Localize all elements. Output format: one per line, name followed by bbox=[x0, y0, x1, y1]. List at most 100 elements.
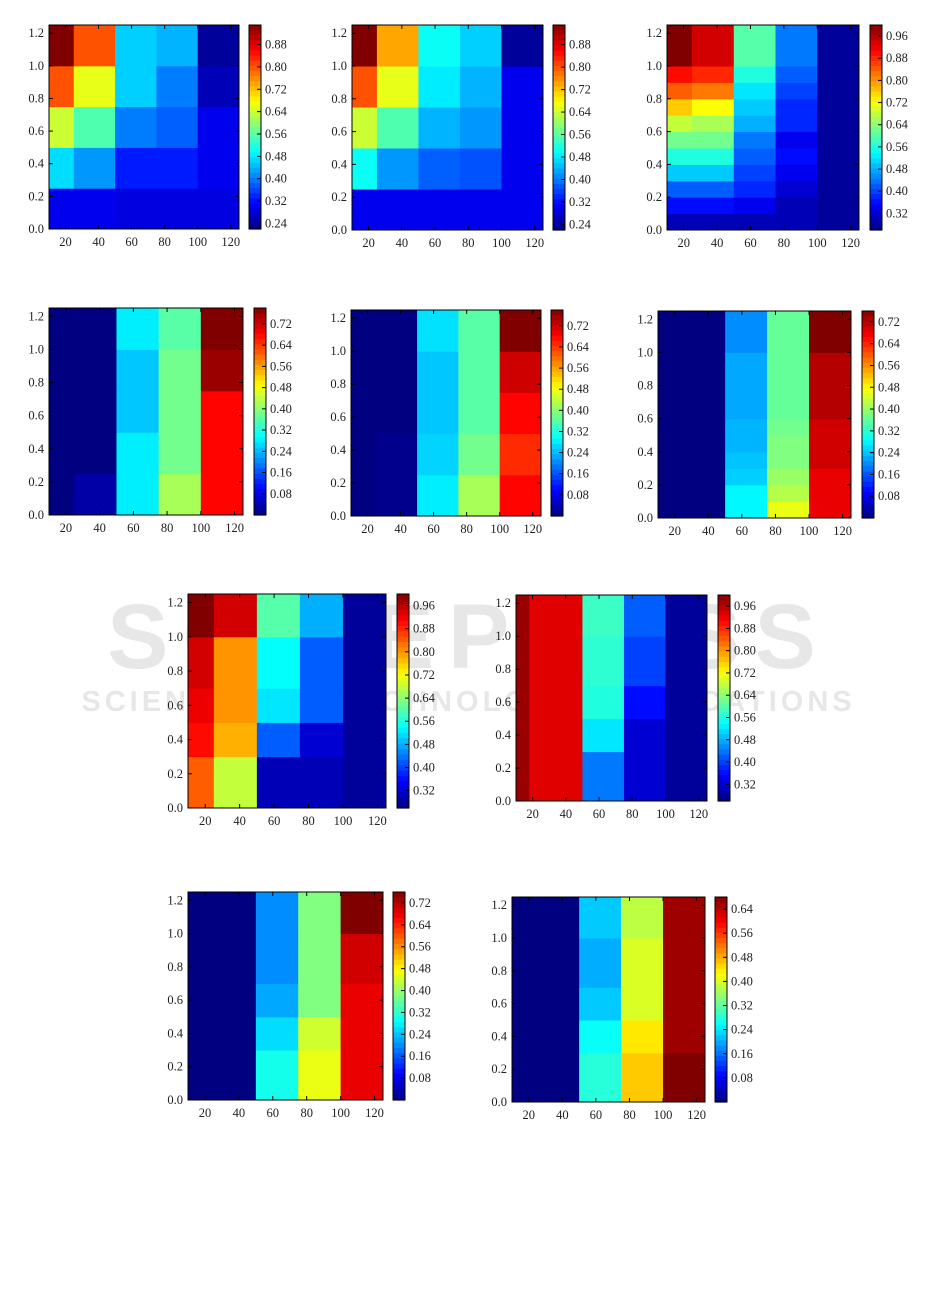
y-tick-label: 1.0 bbox=[646, 59, 662, 73]
heatmap-cell bbox=[809, 402, 852, 420]
y-tick-label: 1.0 bbox=[28, 59, 44, 73]
colorbar-tick-label: 0.32 bbox=[886, 206, 908, 220]
colorbar: 0.24 0.32 0.40 0.48 0.56 0.64 0.72 0.80 0.88 bbox=[552, 24, 592, 231]
colorbar-segment bbox=[393, 1011, 405, 1018]
colorbar-frame bbox=[392, 891, 406, 1101]
colorbar-segment bbox=[553, 45, 565, 52]
colorbar-segment bbox=[862, 311, 874, 317]
colorbar-segment bbox=[870, 142, 882, 149]
heatmap-cell bbox=[352, 148, 378, 190]
colorbar-segment bbox=[553, 30, 565, 36]
colorbar-segment bbox=[254, 339, 266, 345]
x-tick-label: 60 bbox=[267, 1106, 280, 1120]
y-tick-label: 0.2 bbox=[167, 767, 183, 781]
y-tick-label: 0.4 bbox=[330, 443, 346, 457]
heatmap-cell bbox=[375, 351, 418, 393]
colorbar-segment bbox=[551, 433, 563, 440]
colorbar-segment bbox=[553, 117, 565, 123]
heatmap-cell bbox=[817, 164, 860, 182]
colorbar-segment bbox=[551, 407, 563, 414]
heatmap-cell bbox=[49, 432, 75, 475]
colorbar-segment bbox=[553, 122, 565, 129]
colorbar-segment bbox=[254, 504, 266, 511]
colorbar-segment bbox=[718, 795, 730, 802]
y-tick-label: 0.8 bbox=[28, 91, 44, 105]
colorbar-segment bbox=[551, 474, 563, 481]
colorbar-segment bbox=[397, 738, 409, 745]
heatmap-cell bbox=[501, 107, 544, 149]
heatmap-cell bbox=[817, 131, 860, 149]
heatmap-cell bbox=[658, 468, 684, 486]
x-tick-label: 60 bbox=[736, 524, 749, 538]
colorbar-segment bbox=[551, 356, 563, 363]
heatmap-cell bbox=[775, 115, 818, 133]
heatmap-cell bbox=[200, 349, 244, 392]
colorbar-segment bbox=[870, 148, 882, 154]
colorbar-segment bbox=[862, 486, 874, 493]
colorbar-tick-label: 0.16 bbox=[409, 1049, 431, 1063]
heatmap-cell bbox=[809, 451, 852, 469]
colorbar-tick-label: 0.32 bbox=[734, 777, 756, 791]
y-tick-label: 1.0 bbox=[167, 927, 183, 941]
heatmap-cell bbox=[255, 933, 299, 985]
colorbar-tick-label: 0.72 bbox=[265, 82, 287, 96]
colorbar-segment bbox=[397, 631, 409, 638]
y-tick-label: 0.0 bbox=[331, 223, 347, 237]
colorbar-segment bbox=[870, 35, 882, 41]
colorbar-segment bbox=[718, 687, 730, 694]
colorbar-segment bbox=[393, 1006, 405, 1013]
plot-frame bbox=[350, 309, 542, 517]
heatmap-cell bbox=[725, 352, 768, 370]
heatmap-2: 20 40 60 80 100 1200.00.20.40.60.81.01.20.240… bbox=[331, 24, 592, 250]
colorbar-segment bbox=[870, 112, 882, 118]
colorbar-segment bbox=[862, 393, 874, 400]
y-tick-label: 1.2 bbox=[491, 898, 507, 912]
colorbar-segment bbox=[393, 1089, 405, 1096]
colorbar-segment bbox=[393, 1068, 405, 1075]
colorbar-tick-label: 0.72 bbox=[886, 96, 908, 110]
colorbar-tick-label: 0.24 bbox=[731, 1023, 754, 1037]
colorbar-tick-label: 0.32 bbox=[265, 194, 287, 208]
colorbar-segment bbox=[862, 502, 874, 509]
colorbar-segment bbox=[870, 189, 882, 195]
heatmap-cell bbox=[512, 987, 580, 1021]
heatmap-cell bbox=[299, 756, 344, 809]
colorbar-segment bbox=[862, 430, 874, 436]
x-tick-label: 80 bbox=[626, 807, 639, 821]
x-tick-label: 120 bbox=[687, 1108, 706, 1122]
colorbar-frame bbox=[248, 24, 262, 230]
heatmap-cell bbox=[417, 474, 459, 517]
colorbar-segment bbox=[715, 979, 727, 985]
heatmap-cell bbox=[197, 65, 240, 108]
heatmap-cell bbox=[683, 311, 726, 353]
colorbar-segment bbox=[249, 127, 261, 133]
heatmap-cell bbox=[809, 484, 852, 502]
heatmap-cell bbox=[299, 636, 344, 689]
x-tick-label: 100 bbox=[654, 1108, 673, 1122]
colorbar-segment bbox=[397, 733, 409, 740]
colorbar-segment bbox=[254, 437, 266, 444]
heatmap-cell bbox=[200, 390, 244, 433]
colorbar-segment bbox=[397, 781, 409, 788]
heatmap-9: 20 40 60 80 100 1200.00.20.40.60.81.01.20.080… bbox=[167, 891, 432, 1120]
colorbar-segment bbox=[393, 892, 405, 898]
colorbar-segment bbox=[862, 435, 874, 441]
colorbar-segment bbox=[551, 335, 563, 342]
colorbar-segment bbox=[862, 347, 874, 353]
heatmap-3: 20 40 60 80 100 1200.00.20.40.60.81.01.20.320… bbox=[646, 24, 909, 250]
heatmap-cell bbox=[658, 501, 684, 519]
y-tick-label: 0.6 bbox=[28, 124, 44, 138]
heatmap-cell bbox=[375, 392, 418, 435]
colorbar: 0.08 0.16 0.24 0.32 0.40 0.48 0.56 0.64 bbox=[714, 896, 754, 1103]
colorbar-tick-label: 0.56 bbox=[886, 140, 908, 154]
heatmap-cell bbox=[775, 213, 818, 231]
colorbar-tick-label: 0.96 bbox=[886, 29, 908, 43]
x-tick-label: 80 bbox=[161, 521, 174, 535]
heatmap-cell bbox=[775, 66, 818, 83]
colorbar-segment bbox=[254, 442, 266, 449]
colorbar-segment bbox=[870, 137, 882, 144]
colorbar-segment bbox=[397, 599, 409, 606]
colorbar-segment bbox=[715, 1055, 727, 1062]
heatmap-cell bbox=[188, 636, 215, 689]
